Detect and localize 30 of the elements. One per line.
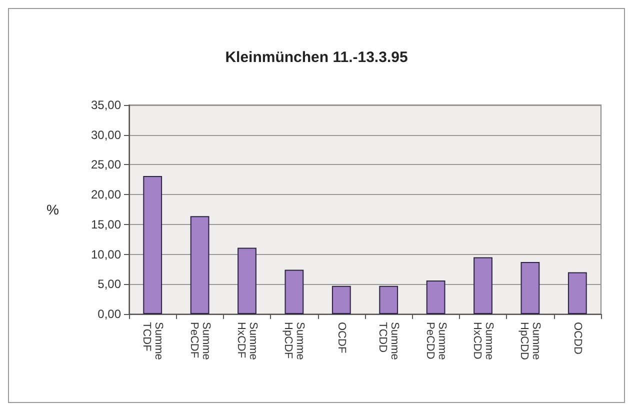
bar [238, 248, 256, 314]
bar [284, 270, 304, 314]
y-tick-label: 0,00 [98, 307, 122, 321]
bar [474, 257, 492, 314]
x-tick-label: Summe HpCDD [518, 322, 542, 360]
x-tick-label: OCDD [571, 322, 584, 354]
y-tick-label: 25,00 [90, 158, 122, 172]
x-tick-label: Summe PeCDD [424, 322, 448, 360]
bar [143, 176, 162, 314]
x-tick-label: Summe PeCDF [188, 322, 212, 360]
x-tick-label: Summe TCDF [140, 322, 165, 360]
bar [426, 280, 446, 314]
x-tick-label: OCDF [335, 322, 348, 354]
bar [520, 262, 540, 314]
bar [190, 216, 210, 314]
x-tick-label: Summe HxCDD [471, 322, 495, 360]
x-tick-label: Summe HpCDF [282, 322, 306, 360]
bar [568, 272, 587, 314]
x-tick-label: Summe TCDD [376, 322, 401, 360]
y-tick-label: 10,00 [90, 247, 122, 262]
chart-title: Kleinmünchen 11.-13.3.95 [225, 49, 408, 66]
y-tick-label: 35,00 [90, 98, 122, 112]
x-tick-label: Summe HxCDF [235, 322, 259, 360]
y-tick-label: 20,00 [90, 188, 122, 202]
bar [332, 286, 351, 314]
y-tick-label: 30,00 [90, 128, 122, 142]
y-axis-title: % [46, 202, 59, 218]
y-tick-label: 15,00 [90, 217, 122, 232]
bar [379, 286, 398, 314]
y-tick-label: 5,00 [98, 277, 122, 292]
